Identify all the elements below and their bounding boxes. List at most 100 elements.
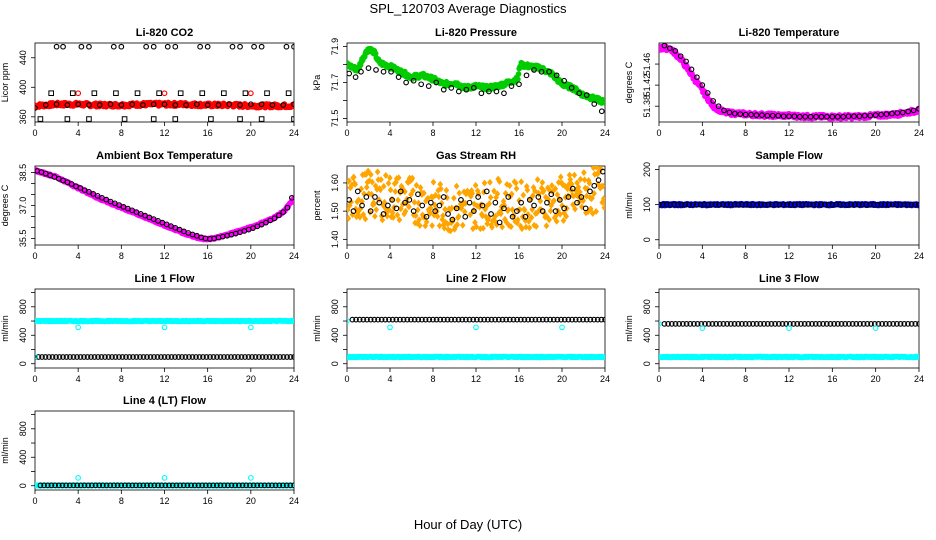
data-point <box>525 316 531 323</box>
data-point <box>576 90 583 97</box>
data-point <box>492 316 499 323</box>
x-tick-label: 4 <box>76 374 81 384</box>
data-point <box>247 475 254 481</box>
data-point <box>543 316 550 323</box>
data-point <box>784 201 790 208</box>
data-point <box>583 192 590 200</box>
x-tick-label: 12 <box>471 374 481 384</box>
data-point <box>583 316 590 323</box>
data-point <box>794 321 801 327</box>
data-point <box>571 171 578 179</box>
data-point <box>757 201 764 208</box>
data-point <box>372 50 379 57</box>
data-point <box>530 192 536 200</box>
data-point <box>520 191 527 199</box>
data-point <box>86 116 92 122</box>
data-point <box>878 111 884 118</box>
data-point <box>75 475 82 481</box>
data-point <box>523 72 530 79</box>
data-point <box>395 74 402 80</box>
data-point <box>258 101 265 108</box>
data-point <box>392 188 399 195</box>
data-point <box>552 185 559 193</box>
x-tick-label: 4 <box>76 251 81 261</box>
data-point <box>35 482 38 488</box>
data-point <box>737 111 744 117</box>
data-point <box>779 321 786 327</box>
data-point <box>506 182 513 190</box>
data-point <box>587 205 594 213</box>
data-point <box>872 112 879 119</box>
data-point <box>247 324 254 331</box>
data-point <box>672 48 679 54</box>
data-point <box>513 179 519 187</box>
data-point <box>395 196 401 204</box>
data-point <box>243 482 250 489</box>
data-point <box>37 482 44 489</box>
data-point <box>484 316 491 323</box>
data-point <box>63 354 70 360</box>
data-point <box>95 354 101 360</box>
data-point <box>432 208 439 214</box>
data-point <box>753 112 760 119</box>
y-tick-label: 71.9 <box>330 38 340 56</box>
x-tick-label: 24 <box>289 374 299 384</box>
data-point <box>764 112 771 119</box>
data-point <box>78 43 85 50</box>
data-point <box>761 321 767 327</box>
y-tick-label: 1.60 <box>330 174 340 192</box>
data-point <box>291 354 294 360</box>
data-point <box>414 206 421 214</box>
data-point <box>269 102 276 108</box>
data-point <box>897 201 904 208</box>
data-point <box>739 201 745 208</box>
data-point <box>659 321 662 327</box>
data-point <box>840 113 847 120</box>
data-point <box>818 201 824 208</box>
data-point <box>406 197 413 203</box>
data-point <box>280 209 287 215</box>
data-point <box>347 177 352 185</box>
data-point <box>799 201 806 208</box>
data-point <box>820 321 826 327</box>
data-point <box>387 186 394 194</box>
data-point <box>251 43 257 50</box>
data-point <box>102 354 108 360</box>
x-tick-label: 16 <box>827 374 837 384</box>
data-point <box>477 316 484 323</box>
data-point <box>373 67 379 73</box>
data-point <box>905 321 911 327</box>
data-point <box>221 482 228 489</box>
data-point <box>683 321 690 327</box>
data-point <box>473 223 480 231</box>
data-point <box>245 354 252 360</box>
data-point <box>118 43 125 50</box>
data-point <box>411 198 418 206</box>
data-point <box>448 316 455 323</box>
plot-points <box>659 43 919 122</box>
data-point <box>601 204 605 212</box>
x-tick-label: 24 <box>289 128 299 138</box>
data-point <box>578 194 585 200</box>
data-point <box>92 482 99 489</box>
data-point <box>487 178 493 186</box>
data-point <box>418 81 425 88</box>
data-point <box>85 482 92 489</box>
data-point <box>889 110 895 117</box>
chart-title: Sample Flow <box>755 150 823 162</box>
data-point <box>382 316 389 323</box>
data-point <box>444 316 451 323</box>
data-point <box>430 316 436 323</box>
data-point <box>70 354 77 360</box>
x-tick-label: 20 <box>871 251 881 261</box>
data-point <box>600 182 605 190</box>
data-point <box>487 193 494 201</box>
data-point <box>488 211 494 217</box>
data-point <box>396 216 403 224</box>
data-point <box>798 321 804 327</box>
data-point <box>661 321 668 327</box>
data-point <box>461 208 468 216</box>
data-point <box>247 101 254 108</box>
data-point <box>583 92 590 98</box>
